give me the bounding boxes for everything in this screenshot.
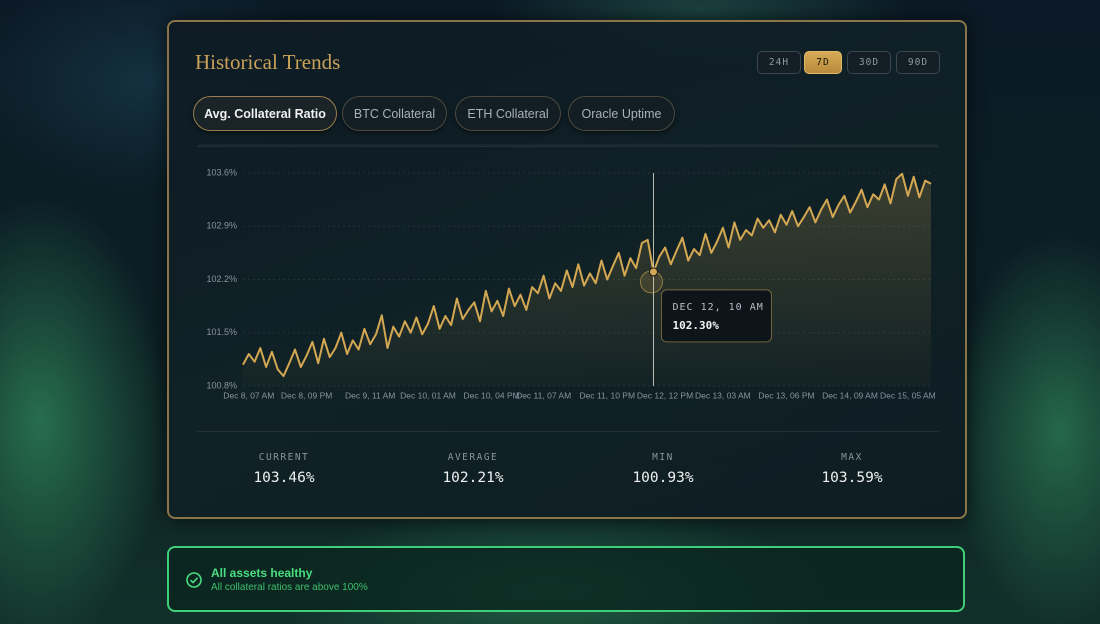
stat-value: 103.59% <box>821 470 883 486</box>
stat: CURRENT 103.46% <box>204 452 364 486</box>
separator <box>197 431 939 432</box>
chart: 100.8% 101.5% 102.2% 102.9% 103.6% Dec 8, 07 … <box>198 144 938 400</box>
stat-label: MIN <box>652 452 674 463</box>
metric-tab[interactable]: ETH Collateral <box>455 96 561 131</box>
stat-value: 103.46% <box>253 470 315 486</box>
stat: MIN 100.93% <box>583 452 743 486</box>
line <box>242 172 932 378</box>
panel-title: Historical Trends <box>195 50 341 74</box>
y-tick-label: 102.9% <box>206 221 237 231</box>
x-tick-label: Dec 9, 11 AM <box>345 390 395 400</box>
range-button[interactable]: 30D <box>847 51 891 74</box>
status-banner: All assets healthy All collateral ratios… <box>167 546 965 612</box>
x-tick-label: Dec 10, 01 AM <box>400 390 456 400</box>
x-tick-label: Dec 13, 03 AM <box>695 390 751 400</box>
metric-tab[interactable]: BTC Collateral <box>342 96 447 131</box>
range-button[interactable]: 24H <box>757 51 801 74</box>
x-tick-label: Dec 10, 04 PM <box>463 390 519 400</box>
y-tick-label: 102.2% <box>206 274 237 284</box>
stat-label: MAX <box>841 452 863 463</box>
stat: MAX 103.59% <box>772 452 932 486</box>
check-icon <box>186 572 202 588</box>
stat-label: CURRENT <box>258 452 310 463</box>
x-tick-label: Dec 12, 12 PM <box>637 390 693 400</box>
x-tick-label: Dec 11, 07 AM <box>516 390 571 400</box>
y-tick-label: 101.5% <box>206 327 237 337</box>
range-button[interactable]: 7D <box>804 51 842 74</box>
tooltip-label: DEC 12, 10 AM <box>672 302 763 313</box>
x-tick-label: Dec 11, 10 PM <box>579 390 635 400</box>
tooltip-box <box>660 289 772 343</box>
stat-value: 100.93% <box>632 470 694 486</box>
metric-tab[interactable]: Avg. Collateral Ratio <box>193 96 337 131</box>
separator <box>197 146 939 147</box>
y-tick-label: 100.8% <box>206 380 237 390</box>
x-tick-label: Dec 8, 09 PM <box>281 390 333 400</box>
status-message: All collateral ratios are above 100% <box>211 582 368 593</box>
y-tick-label: 103.6% <box>206 167 237 177</box>
x-tick-label: Dec 13, 06 PM <box>758 390 814 400</box>
stat-value: 102.21% <box>442 470 504 486</box>
metric-tab[interactable]: Oracle Uptime <box>568 96 675 131</box>
stat: AVERAGE 102.21% <box>393 452 553 486</box>
stat-label: AVERAGE <box>447 452 499 463</box>
range-button[interactable]: 90D <box>896 51 940 74</box>
x-tick-label: Dec 8, 07 AM <box>223 390 274 400</box>
hover-point <box>648 267 658 277</box>
x-tick-label: Dec 14, 09 AM <box>822 390 878 400</box>
x-tick-label: Dec 15, 05 AM <box>880 390 936 400</box>
tooltip-value: 102.30% <box>672 319 719 332</box>
status-title: All assets healthy <box>211 566 313 580</box>
